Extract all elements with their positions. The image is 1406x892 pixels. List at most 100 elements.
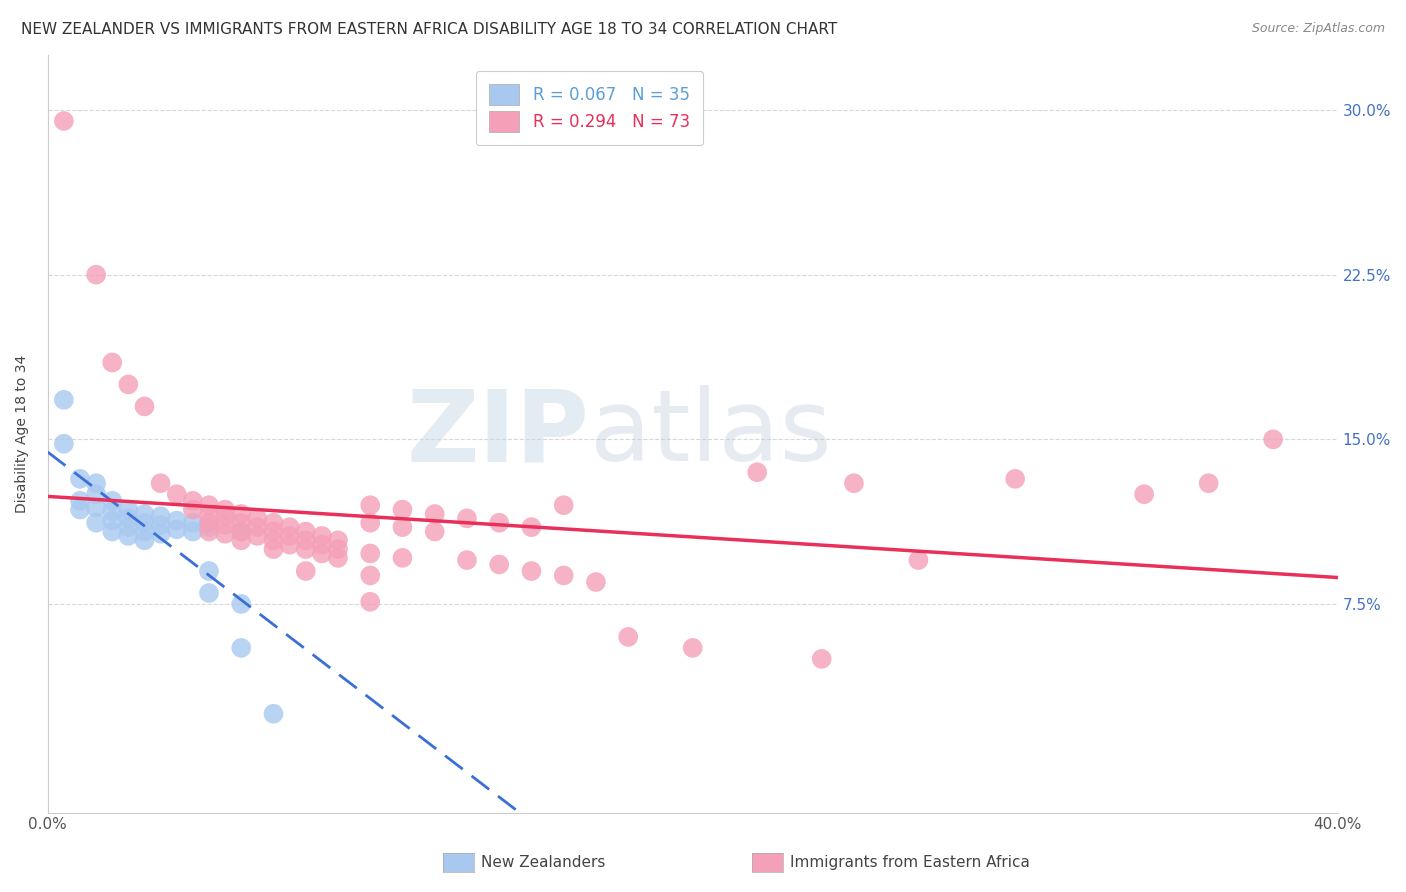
- Text: Immigrants from Eastern Africa: Immigrants from Eastern Africa: [790, 855, 1031, 870]
- Point: [359, 498, 381, 512]
- Text: New Zealanders: New Zealanders: [481, 855, 605, 870]
- Point: [149, 476, 172, 491]
- Point: [231, 516, 253, 530]
- Point: [84, 516, 107, 530]
- Point: [52, 436, 75, 450]
- Point: [488, 516, 510, 530]
- Point: [456, 511, 478, 525]
- Point: [326, 533, 349, 548]
- Point: [84, 268, 107, 282]
- Point: [456, 553, 478, 567]
- Point: [101, 514, 124, 528]
- Point: [294, 542, 316, 557]
- Point: [263, 516, 285, 530]
- Point: [278, 538, 301, 552]
- Point: [117, 529, 139, 543]
- Text: atlas: atlas: [589, 385, 831, 483]
- Point: [214, 518, 236, 533]
- Point: [520, 520, 543, 534]
- Point: [359, 547, 381, 561]
- Point: [198, 564, 221, 578]
- Point: [391, 502, 413, 516]
- Point: [326, 542, 349, 557]
- Point: [198, 586, 221, 600]
- Point: [311, 538, 333, 552]
- Point: [359, 568, 381, 582]
- Point: [1198, 476, 1220, 491]
- Point: [231, 507, 253, 521]
- Point: [84, 500, 107, 515]
- Point: [553, 568, 575, 582]
- Point: [359, 595, 381, 609]
- Point: [311, 529, 333, 543]
- Point: [423, 507, 446, 521]
- Point: [294, 564, 316, 578]
- Point: [263, 542, 285, 557]
- Text: Source: ZipAtlas.com: Source: ZipAtlas.com: [1251, 22, 1385, 36]
- Point: [181, 502, 204, 516]
- Point: [166, 514, 188, 528]
- Point: [198, 524, 221, 539]
- Point: [488, 558, 510, 572]
- Point: [166, 522, 188, 536]
- Point: [214, 509, 236, 524]
- Point: [117, 377, 139, 392]
- Point: [1263, 433, 1285, 447]
- Point: [117, 511, 139, 525]
- Point: [52, 114, 75, 128]
- Point: [231, 597, 253, 611]
- Point: [311, 547, 333, 561]
- Text: NEW ZEALANDER VS IMMIGRANTS FROM EASTERN AFRICA DISABILITY AGE 18 TO 34 CORRELAT: NEW ZEALANDER VS IMMIGRANTS FROM EASTERN…: [21, 22, 838, 37]
- Point: [423, 524, 446, 539]
- Point: [747, 465, 769, 479]
- Point: [101, 355, 124, 369]
- Point: [134, 516, 156, 530]
- Point: [134, 400, 156, 414]
- Point: [101, 505, 124, 519]
- Point: [1004, 472, 1026, 486]
- Point: [149, 518, 172, 533]
- Point: [246, 520, 269, 534]
- Point: [149, 509, 172, 524]
- Point: [84, 476, 107, 491]
- Point: [391, 550, 413, 565]
- Point: [278, 520, 301, 534]
- Point: [231, 524, 253, 539]
- Point: [181, 493, 204, 508]
- Point: [214, 526, 236, 541]
- Point: [84, 487, 107, 501]
- Point: [246, 511, 269, 525]
- Point: [198, 498, 221, 512]
- Point: [149, 526, 172, 541]
- Point: [214, 502, 236, 516]
- Point: [263, 706, 285, 721]
- Point: [294, 524, 316, 539]
- Point: [52, 392, 75, 407]
- Legend: R = 0.067   N = 35, R = 0.294   N = 73: R = 0.067 N = 35, R = 0.294 N = 73: [477, 71, 703, 145]
- Point: [278, 529, 301, 543]
- Point: [842, 476, 865, 491]
- Point: [359, 516, 381, 530]
- Point: [294, 533, 316, 548]
- Point: [101, 493, 124, 508]
- Point: [585, 574, 607, 589]
- Point: [181, 524, 204, 539]
- Point: [231, 640, 253, 655]
- Point: [617, 630, 640, 644]
- Point: [263, 524, 285, 539]
- Point: [117, 520, 139, 534]
- Point: [134, 524, 156, 539]
- Point: [263, 533, 285, 548]
- Point: [231, 524, 253, 539]
- Point: [181, 516, 204, 530]
- Point: [682, 640, 704, 655]
- Point: [198, 509, 221, 524]
- Point: [198, 520, 221, 534]
- Text: ZIP: ZIP: [406, 385, 589, 483]
- Point: [326, 550, 349, 565]
- Y-axis label: Disability Age 18 to 34: Disability Age 18 to 34: [15, 355, 30, 513]
- Point: [117, 502, 139, 516]
- Point: [134, 533, 156, 548]
- Point: [553, 498, 575, 512]
- Point: [69, 502, 91, 516]
